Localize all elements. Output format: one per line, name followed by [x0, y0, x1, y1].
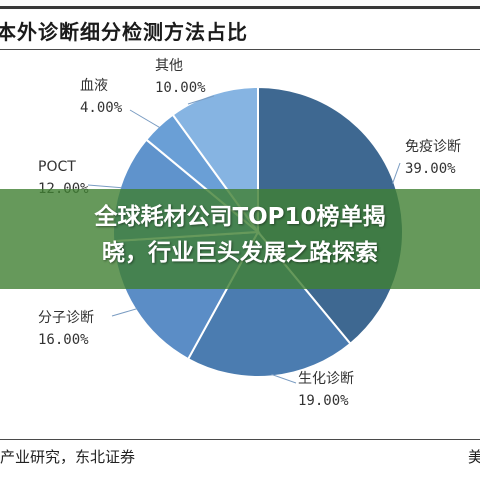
slice-value-6: 10.00% [155, 80, 206, 96]
headline-line-2: 晓，行业巨头发展之路探索 [102, 240, 378, 266]
slice-value-5: 4.00% [80, 100, 123, 116]
slice-label-3: 分子诊断 [38, 310, 94, 326]
title-rule [0, 49, 480, 50]
slice-label-2: 生化诊断 [298, 371, 354, 387]
leader-line-4 [87, 184, 123, 189]
chart-title: 本外诊断细分检测方法占比 [0, 20, 248, 44]
pie-slice-2 [186, 230, 352, 378]
leader-line-3 [111, 308, 138, 317]
slice-value-3: 16.00% [38, 332, 89, 348]
corner-text: 美 [468, 448, 480, 466]
source-rule [0, 439, 480, 440]
leader-line-5 [129, 109, 161, 129]
slice-value-2: 19.00% [298, 393, 349, 409]
slice-label-6: 其他 [155, 58, 183, 74]
source-note: 产业研究，东北证券 [0, 448, 136, 466]
headline-banner [0, 189, 480, 289]
leader-line-1 [392, 162, 401, 184]
headline-line-1: 全球耗材公司TOP10榜单揭 [94, 204, 386, 230]
leader-line-2 [271, 373, 297, 384]
slice-value-1: 39.00% [405, 161, 456, 177]
slice-label-5: 血液 [80, 78, 108, 94]
slice-label-1: 免疫诊断 [405, 139, 461, 155]
headline-text: 全球耗材公司TOP10榜单揭 晓，行业巨头发展之路探索 [0, 199, 480, 271]
leader-line-6 [187, 95, 214, 105]
slice-label-4: POCT [38, 159, 76, 175]
top-rule [0, 6, 480, 9]
